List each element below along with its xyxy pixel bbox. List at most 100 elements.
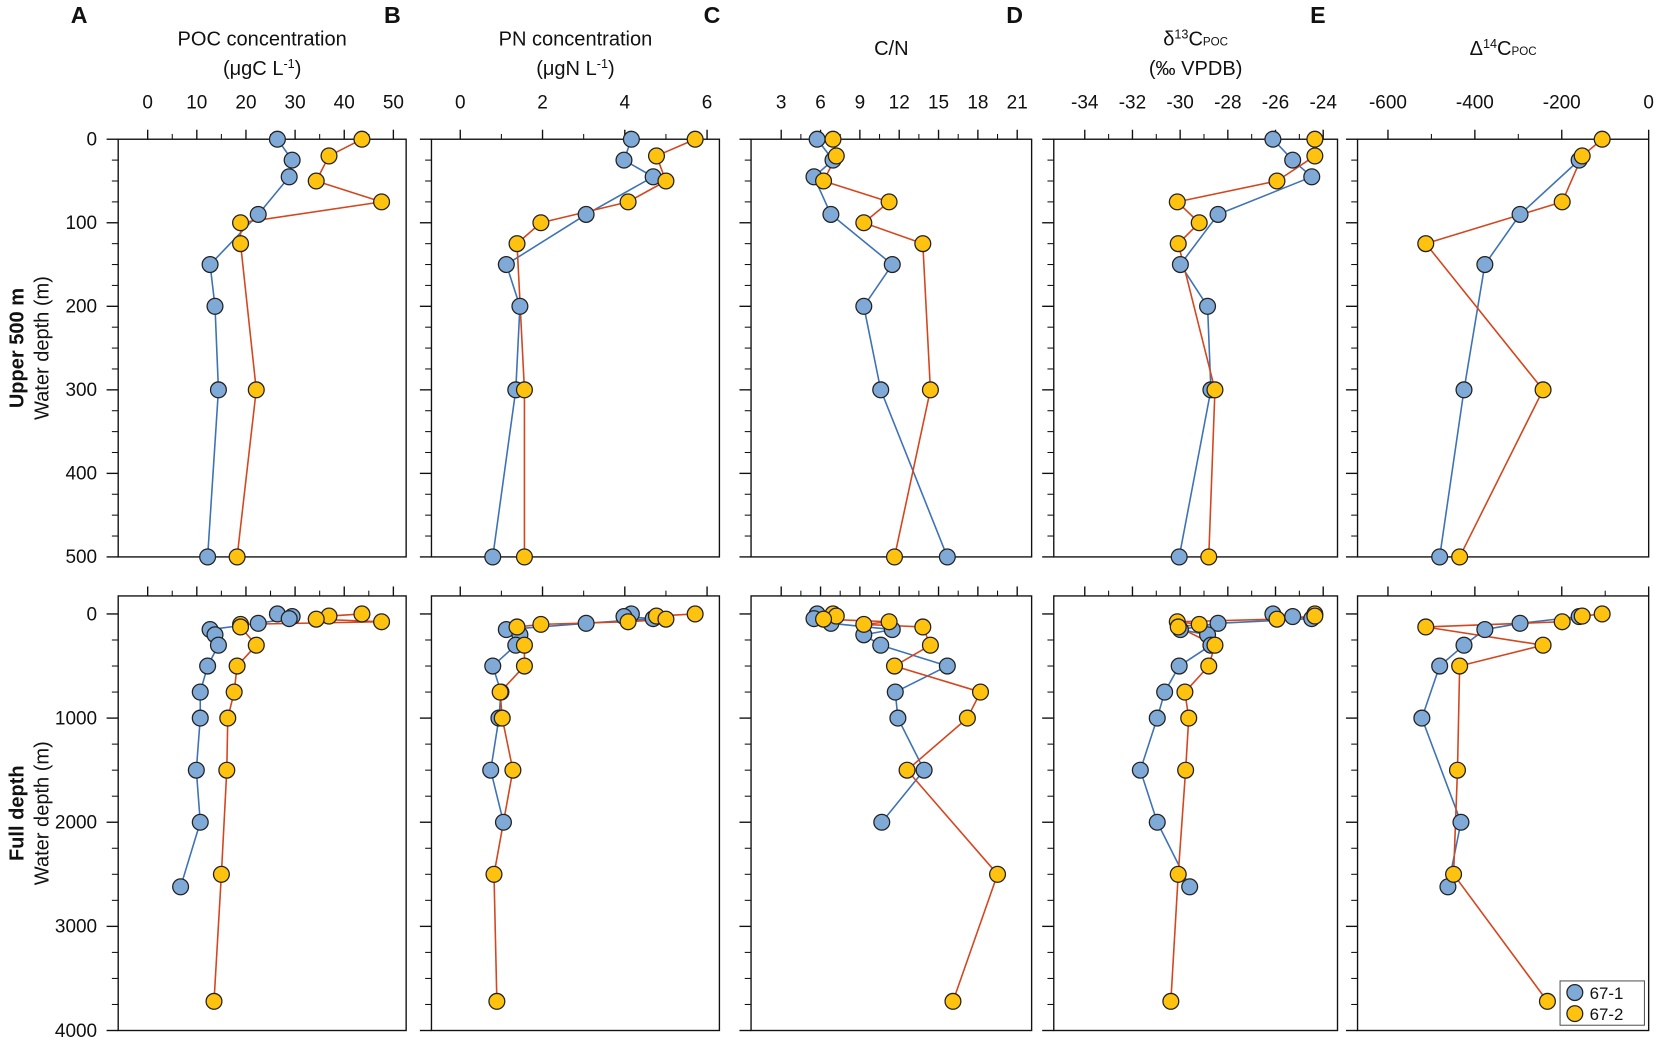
data-point [615,151,633,169]
profile-line [1170,874,1180,1002]
data-point [1593,130,1611,148]
data-point [532,615,550,633]
data-point [199,657,217,675]
profile-line [952,874,999,1002]
data-point [938,657,956,675]
profile-line [823,180,890,203]
data-point [1573,147,1591,165]
title-part: C [1497,38,1511,60]
data-point [1451,657,1469,675]
panel-title: C/N [874,38,909,60]
data-point [280,610,298,628]
x-tick-label: 0 [455,93,466,114]
profile-line [1178,389,1212,558]
data-point [872,636,890,654]
data-point [898,761,916,779]
profile-line [893,389,932,558]
data-point [1534,636,1552,654]
y-tick-label: 500 [65,547,97,568]
data-point [883,255,901,274]
data-point [921,381,939,399]
profile-line [1139,717,1159,771]
profile-line [239,243,258,390]
data-point [1445,865,1463,883]
x-tick-label: -400 [1456,93,1494,114]
profile-line [1459,644,1544,667]
data-point [1452,813,1470,831]
data-point [515,657,533,675]
data-point [885,548,904,566]
data-point [504,761,522,779]
profile-line [1207,389,1216,557]
title-part: PN concentration [499,28,653,50]
profile-line [830,213,893,266]
profile-line [585,176,654,216]
profile-line [501,717,514,771]
x-tick-label: -28 [1214,93,1241,114]
profile-line [1463,264,1486,390]
panel-title: (μgC L-1) [223,57,301,80]
data-point [1209,614,1227,632]
data-point [686,130,704,148]
panel-letter: E [1310,2,1325,28]
legend-marker [1566,983,1584,1002]
data-point [1431,548,1449,566]
data-point [1511,205,1529,223]
panel-title: Δ14CPOC [1470,37,1537,60]
data-point [938,548,956,566]
panel-title: (‰ VPDB) [1149,58,1242,80]
x-tick-label: 12 [889,93,910,114]
panel-title: POC concentration [178,28,347,50]
data-point [1169,865,1187,883]
y-tick-label: 200 [65,297,97,318]
title-part: POC concentration [178,28,347,50]
data-point [1553,193,1571,211]
data-point [577,205,595,223]
profile-line [236,389,258,558]
profile-line [489,769,505,823]
profile-line [1484,213,1521,265]
profile-line [1421,665,1441,719]
data-point [484,548,502,566]
profile-line [897,717,925,771]
plot-frame [430,138,721,558]
profile-line [1139,769,1159,823]
data-point [808,130,826,148]
data-point [508,618,526,636]
title-part: POC [1512,45,1537,58]
profile-line [863,306,882,390]
data-point [172,878,190,896]
data-point [855,214,873,232]
y-tick-label: 0 [87,604,98,625]
x-tick-label: 9 [855,93,866,114]
data-point [199,548,217,566]
data-point [191,709,209,727]
data-point [191,683,209,701]
data-point [1148,709,1166,727]
data-point [532,214,550,232]
profile-line [863,222,924,245]
plot-frame [750,595,1033,1032]
data-point [209,381,227,399]
data-point [307,610,325,628]
data-point [1176,683,1194,701]
data-point [232,235,250,253]
x-tick-label: 18 [967,93,988,114]
plot-frame [430,595,721,1032]
data-point [1209,205,1227,223]
data-point [657,172,675,190]
data-point [1206,381,1224,399]
panel-letter: D [1006,2,1023,28]
data-point [1455,636,1473,654]
y-axis-label: Water depth (m) [32,741,54,885]
data-point [247,636,265,654]
data-point [1306,607,1324,625]
title-part: 14 [1483,37,1497,51]
x-tick-label: 50 [383,93,404,114]
data-point [886,683,904,701]
data-point [1199,297,1217,315]
data-point [1148,813,1166,831]
x-tick-label: 10 [186,93,207,114]
title-part: ) [295,58,302,80]
data-point [228,548,246,566]
